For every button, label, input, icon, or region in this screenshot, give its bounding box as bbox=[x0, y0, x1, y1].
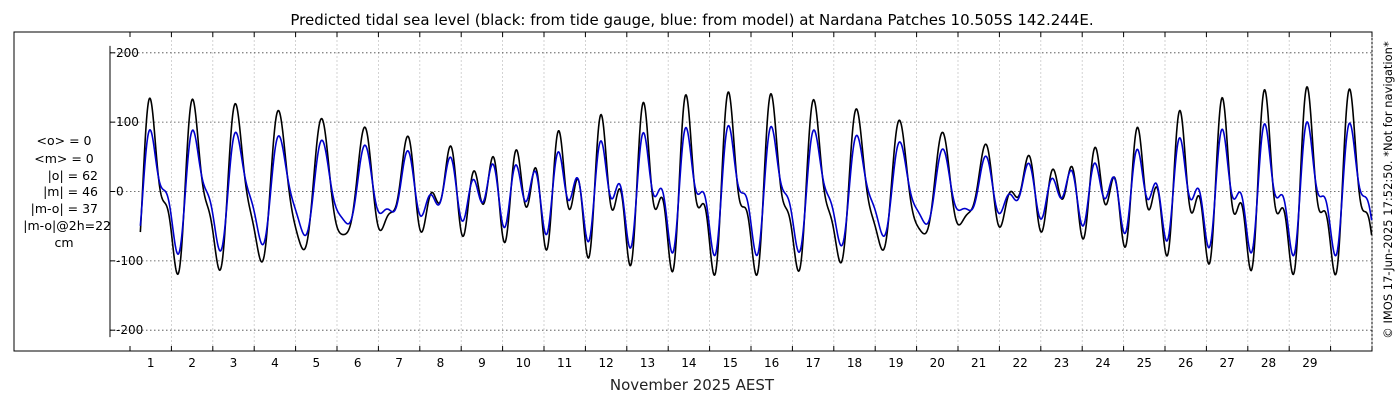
x-tick-label: 14 bbox=[681, 356, 696, 370]
stat-abs-diff-2h: |m-o|@2h=22 bbox=[23, 218, 111, 233]
y-tick-label: 0 bbox=[116, 185, 124, 199]
stat-mean-model: <m> = 0 bbox=[34, 151, 94, 166]
stat-mean-obs: <o> = 0 bbox=[37, 133, 92, 148]
x-tick-label: 13 bbox=[640, 356, 655, 370]
x-tick-label: 29 bbox=[1302, 356, 1317, 370]
series-line-tide-gauge bbox=[139, 85, 1373, 277]
x-tick-label: 28 bbox=[1261, 356, 1276, 370]
x-tick-label: 9 bbox=[478, 356, 486, 370]
chart-title: Predicted tidal sea level (black: from t… bbox=[290, 11, 1093, 29]
x-tick-label: 15 bbox=[723, 356, 738, 370]
grid-layer bbox=[110, 32, 1373, 351]
stat-abs-model: |m| = 46 bbox=[43, 184, 98, 199]
x-tick-label: 7 bbox=[395, 356, 403, 370]
stat-unit: cm bbox=[54, 235, 73, 250]
stat-abs-diff: |m-o| = 37 bbox=[31, 201, 98, 216]
y-tick-label: -100 bbox=[116, 254, 143, 268]
x-tick-label: 2 bbox=[188, 356, 196, 370]
x-tick-label: 10 bbox=[516, 356, 531, 370]
x-tick-label: 5 bbox=[312, 356, 320, 370]
x-tick-label: 21 bbox=[971, 356, 986, 370]
x-tick-label: 17 bbox=[805, 356, 820, 370]
x-axis-label: November 2025 AEST bbox=[610, 376, 775, 394]
y-tick-label: 200 bbox=[116, 46, 139, 60]
x-tick-label: 3 bbox=[230, 356, 238, 370]
x-tick-label: 11 bbox=[557, 356, 572, 370]
x-tick-label: 20 bbox=[930, 356, 945, 370]
plot-area-frame bbox=[13, 31, 1373, 352]
x-tick-label: 24 bbox=[1095, 356, 1110, 370]
stats-box: <o> = 0 <m> = 0 |o| = 62 |m| = 46 |m-o| … bbox=[23, 133, 111, 250]
x-tick-label: 16 bbox=[764, 356, 779, 370]
x-tick-label: 26 bbox=[1178, 356, 1193, 370]
x-axis: 1 2 3 4 5 6 7 8 9 10 11 12 13 14 15 16 17 18 19 20 21 22 23 24 2… bbox=[129, 32, 1373, 370]
x-tick-label: 27 bbox=[1219, 356, 1234, 370]
copyright-note: © IMOS 17-Jun-2025 17:52:50. *Not for na… bbox=[1381, 41, 1395, 339]
x-tick-label: 8 bbox=[437, 356, 445, 370]
x-tick-label: 25 bbox=[1137, 356, 1152, 370]
x-tick-label: 19 bbox=[888, 356, 903, 370]
x-tick-label: 18 bbox=[847, 356, 862, 370]
x-tick-label: 6 bbox=[354, 356, 362, 370]
y-tick-label: -200 bbox=[116, 323, 143, 337]
series-line-model bbox=[139, 121, 1373, 257]
x-tick-label: 22 bbox=[1012, 356, 1027, 370]
x-tick-label: 23 bbox=[1054, 356, 1069, 370]
x-tick-label: 4 bbox=[271, 356, 279, 370]
series-layer bbox=[139, 85, 1373, 277]
y-axis: 200 100 0 -100 -200 bbox=[109, 46, 143, 337]
x-tick-label: 12 bbox=[598, 356, 613, 370]
x-tick-label: 1 bbox=[147, 356, 155, 370]
stat-abs-obs: |o| = 62 bbox=[48, 168, 98, 183]
y-tick-label: 100 bbox=[116, 115, 139, 129]
